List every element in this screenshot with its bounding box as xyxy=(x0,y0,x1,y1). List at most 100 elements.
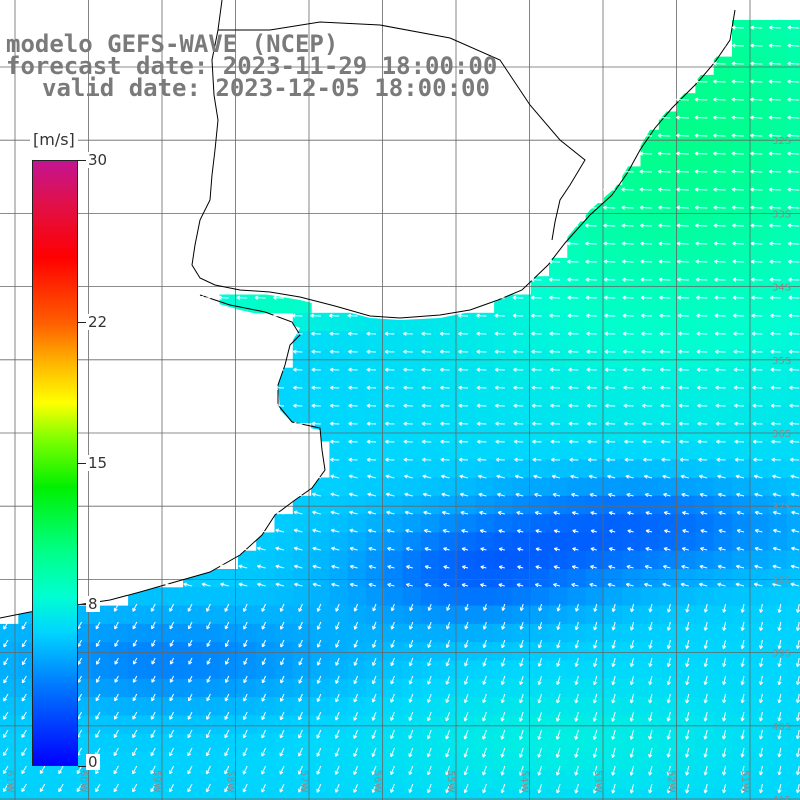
wind-cell xyxy=(91,623,111,643)
wind-arrow xyxy=(372,621,377,630)
wind-cell xyxy=(677,239,696,259)
wind-arrow xyxy=(659,331,671,336)
wind-arrow xyxy=(500,675,506,685)
wind-arrow xyxy=(622,313,634,318)
wind-cell xyxy=(512,514,532,533)
wind-arrow xyxy=(427,675,432,685)
wind-cell xyxy=(237,770,257,790)
wind-cell xyxy=(274,788,294,800)
wind-cell xyxy=(475,550,495,570)
wind-arrow xyxy=(463,783,469,794)
wind-arrow xyxy=(353,603,359,612)
wind-cell xyxy=(256,752,276,771)
wind-arrow xyxy=(666,783,671,794)
wind-arrow xyxy=(790,582,800,587)
wind-cell xyxy=(567,239,587,259)
wind-cell xyxy=(768,495,788,515)
wind-cell xyxy=(347,422,367,442)
wind-arrow xyxy=(257,582,266,587)
wind-cell xyxy=(384,367,404,387)
wind-cell xyxy=(585,422,605,442)
wind-cell xyxy=(658,678,678,698)
wind-cell xyxy=(402,697,422,716)
wind-cell xyxy=(512,349,532,369)
wind-arrow xyxy=(584,223,597,228)
wind-cell xyxy=(549,752,568,771)
wind-arrow xyxy=(218,295,229,300)
wind-arrow xyxy=(572,547,579,552)
wind-arrow xyxy=(482,765,487,776)
wind-arrow xyxy=(329,349,340,354)
wind-cell xyxy=(384,459,404,479)
wind-cell xyxy=(512,331,532,350)
wind-arrow xyxy=(169,675,175,683)
wind-cell xyxy=(768,605,788,625)
wind-cell xyxy=(713,294,733,314)
wind-cell xyxy=(677,422,696,442)
longitude-label: 57W xyxy=(298,770,309,793)
wind-cell xyxy=(549,715,568,735)
wind-arrow xyxy=(685,783,690,794)
wind-cell xyxy=(494,642,513,662)
wind-arrow xyxy=(298,675,303,684)
wind-arrow xyxy=(569,457,579,462)
wind-cell xyxy=(677,550,696,570)
wind-arrow xyxy=(427,693,432,703)
wind-arrow xyxy=(534,492,542,497)
wind-cell xyxy=(677,257,696,277)
wind-arrow xyxy=(731,61,745,66)
wind-cell xyxy=(530,386,550,405)
wind-cell xyxy=(677,404,696,424)
wind-cell xyxy=(786,569,800,588)
wind-arrow xyxy=(531,385,542,390)
wind-cell xyxy=(658,111,678,131)
wind-arrow xyxy=(316,657,322,666)
wind-cell xyxy=(713,56,733,76)
wind-cell xyxy=(695,697,715,716)
wind-arrow xyxy=(187,729,193,739)
wind-cell xyxy=(164,715,184,735)
wind-arrow xyxy=(390,711,395,721)
wind-cell xyxy=(164,697,184,716)
wind-cell xyxy=(750,733,770,753)
wind-cell xyxy=(274,678,294,698)
wind-arrow xyxy=(461,547,469,552)
wind-cell xyxy=(366,477,385,497)
wind-cell xyxy=(494,477,513,497)
wind-arrow xyxy=(666,711,671,722)
wind-arrow xyxy=(768,169,781,174)
wind-cell xyxy=(366,422,385,442)
wind-cell xyxy=(183,788,202,800)
wind-cell xyxy=(768,715,788,735)
wind-cell xyxy=(402,386,422,405)
wind-cell xyxy=(567,495,587,515)
wind-arrow xyxy=(443,583,450,588)
wind-arrow xyxy=(758,729,764,740)
wind-arrow xyxy=(280,657,285,666)
wind-cell xyxy=(366,550,385,570)
wind-arrow xyxy=(759,783,764,794)
wind-arrow xyxy=(516,583,524,588)
wind-arrow xyxy=(750,79,763,84)
wind-cell xyxy=(256,770,276,790)
wind-cell xyxy=(750,440,770,460)
wind-cell xyxy=(677,715,696,735)
wind-cell xyxy=(603,422,623,442)
wind-arrow xyxy=(482,783,487,794)
wind-cell xyxy=(567,440,587,460)
wind-arrow xyxy=(787,205,800,210)
wind-arrow xyxy=(275,582,285,587)
wind-arrow xyxy=(441,510,450,515)
wind-cell xyxy=(402,459,422,479)
wind-cell xyxy=(183,623,202,643)
wind-cell xyxy=(713,422,733,442)
wind-arrow xyxy=(298,729,303,739)
wind-arrow xyxy=(731,205,745,210)
wind-cell xyxy=(695,733,715,753)
wind-cell xyxy=(713,752,733,771)
wind-arrow xyxy=(169,693,175,702)
wind-cell xyxy=(256,697,276,716)
wind-cell xyxy=(585,459,605,479)
wind-arrow xyxy=(585,241,597,246)
